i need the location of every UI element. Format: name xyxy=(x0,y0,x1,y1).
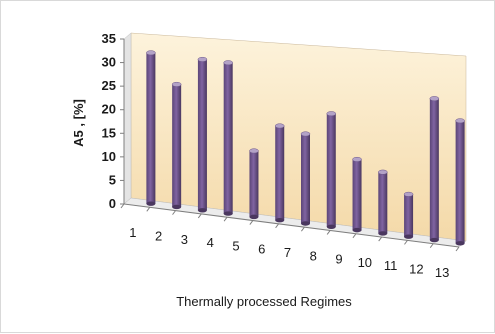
x-tick-mark xyxy=(404,240,408,245)
x-tick-mark xyxy=(326,230,331,235)
bar xyxy=(378,169,388,236)
x-tick-mark xyxy=(146,207,151,212)
x-tick-label: 5 xyxy=(232,238,239,253)
bar xyxy=(274,123,285,223)
x-tick-label: 3 xyxy=(181,232,188,247)
y-tick-label: 35 xyxy=(102,31,116,46)
bar xyxy=(197,56,208,213)
y-tick-label: 0 xyxy=(109,196,116,211)
y-tick-label: 5 xyxy=(109,172,116,187)
x-tick-mark xyxy=(300,226,305,232)
x-tick-mark xyxy=(249,220,254,225)
x-tick-mark xyxy=(223,216,228,222)
bar xyxy=(223,60,233,216)
x-tick-label: 13 xyxy=(435,265,449,280)
x-tick-mark xyxy=(120,203,125,209)
x-tick-label: 6 xyxy=(258,242,265,257)
x-tick-mark xyxy=(455,246,460,252)
x-axis-label: Thermally processed Regimes xyxy=(176,294,352,309)
bar xyxy=(300,131,311,226)
x-tick-label: 8 xyxy=(310,248,317,263)
x-tick-label: 9 xyxy=(335,252,342,267)
x-tick-mark xyxy=(172,210,176,215)
x-tick-label: 12 xyxy=(409,262,423,277)
x-tick-mark xyxy=(378,236,383,242)
bar xyxy=(171,81,182,210)
x-tick-mark xyxy=(275,223,280,229)
bar xyxy=(326,111,337,230)
x-tick-label: 10 xyxy=(358,255,372,270)
x-axis-line xyxy=(123,203,460,248)
y-tick-label: 30 xyxy=(102,55,116,70)
x-tick-mark xyxy=(352,233,357,239)
bar xyxy=(146,50,156,206)
y-tick-label: 20 xyxy=(102,102,116,117)
x-tick-mark xyxy=(197,213,202,219)
y-axis-label: A5 , [%] xyxy=(71,99,86,147)
x-tick-label: 2 xyxy=(155,228,162,243)
y-tick-label: 15 xyxy=(102,125,116,140)
x-tick-label: 7 xyxy=(284,245,291,260)
x-tick-label: 11 xyxy=(384,258,398,273)
bar xyxy=(455,118,465,246)
bar xyxy=(352,156,362,233)
x-tick-label: 1 xyxy=(129,225,136,240)
bar xyxy=(249,148,259,220)
y-tick-label: 10 xyxy=(102,149,116,164)
y-tick-label: 25 xyxy=(102,78,116,93)
bar xyxy=(429,96,440,243)
bar xyxy=(403,191,414,239)
x-tick-label: 4 xyxy=(207,235,214,250)
chart-side-wall xyxy=(123,32,132,205)
x-tick-mark xyxy=(429,243,434,248)
